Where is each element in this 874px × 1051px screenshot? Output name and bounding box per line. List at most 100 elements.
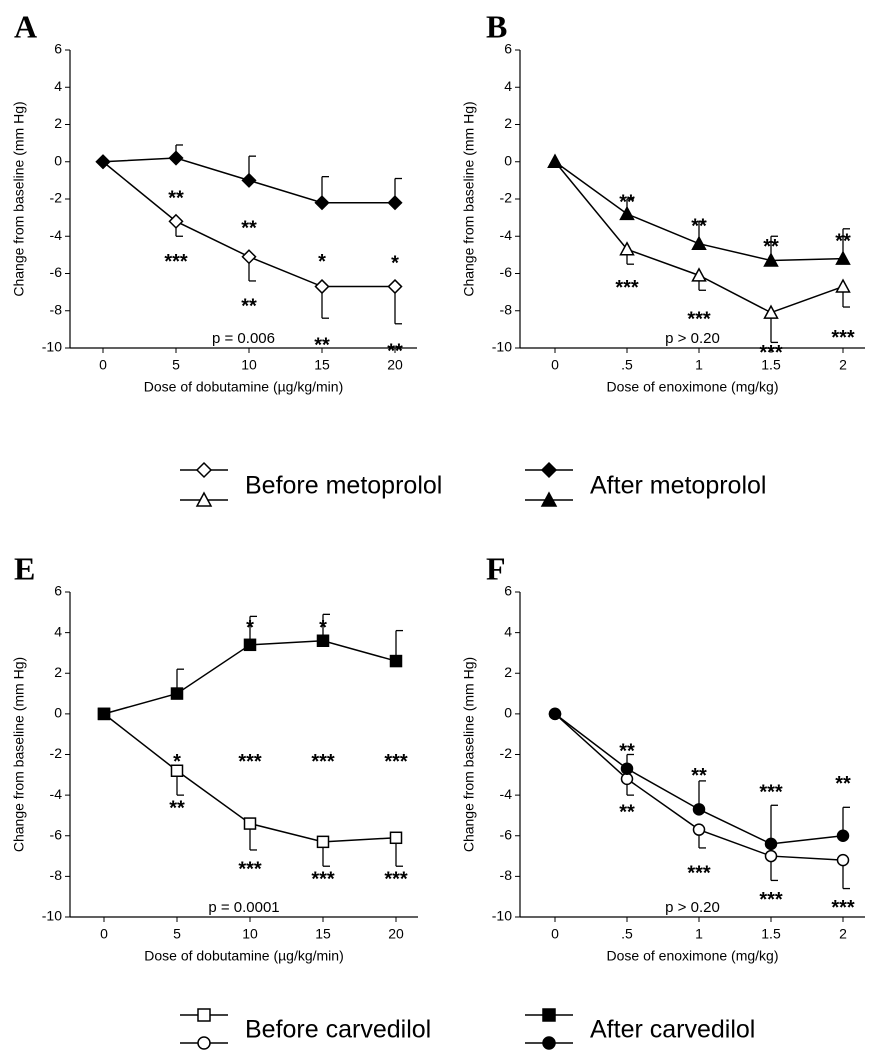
significance: ***: [238, 751, 262, 773]
x-axis-label: Dose of dobutamine (µg/kg/min): [144, 379, 344, 395]
marker: [540, 461, 558, 479]
marker: [691, 267, 707, 282]
y-tick-label: 6: [504, 41, 512, 57]
marker: [691, 235, 707, 250]
significance: ***: [687, 309, 711, 331]
y-tick-label: -6: [50, 826, 63, 842]
marker: [542, 1036, 556, 1050]
significance: ***: [384, 751, 408, 773]
marker: [241, 172, 257, 188]
marker: [95, 154, 111, 170]
y-tick-label: 4: [54, 623, 62, 639]
p-value: p > 0.20: [665, 330, 720, 347]
significance: ***: [687, 863, 711, 885]
y-tick-label: 6: [54, 41, 62, 57]
marker: [316, 634, 330, 647]
marker: [619, 241, 635, 256]
y-tick-label: -8: [50, 867, 63, 883]
marker: [540, 491, 558, 507]
y-tick-label: -4: [50, 227, 63, 243]
marker: [195, 461, 213, 479]
marker: [389, 654, 403, 668]
significance: **: [763, 236, 779, 258]
y-tick-label: -6: [50, 264, 63, 280]
significance: **: [387, 340, 403, 362]
panel-label: F: [486, 550, 506, 586]
legend-label: After metoprolol: [590, 472, 766, 500]
significance: ***: [238, 859, 262, 881]
y-tick-label: -8: [500, 301, 513, 317]
significance: ***: [759, 342, 783, 364]
significance: ***: [311, 751, 335, 773]
significance: **: [691, 765, 707, 787]
p-value: p > 0.20: [665, 899, 720, 916]
significance: *: [391, 253, 399, 275]
y-tick-label: 2: [54, 115, 62, 131]
y-tick-label: 0: [54, 705, 62, 721]
marker: [168, 213, 184, 229]
panel-label: B: [486, 8, 507, 44]
marker: [197, 1008, 211, 1022]
significance: **: [619, 741, 635, 763]
x-tick-label: 15: [314, 357, 330, 373]
marker: [170, 687, 184, 700]
y-tick-label: 0: [504, 705, 512, 721]
y-tick-label: 2: [54, 664, 62, 680]
marker: [168, 150, 184, 166]
x-tick-label: 1.5: [761, 926, 781, 942]
x-tick-label: 0: [99, 357, 107, 373]
marker: [389, 831, 403, 845]
x-tick-label: 20: [387, 357, 403, 373]
y-tick-label: -10: [492, 908, 512, 924]
significance: **: [691, 215, 707, 237]
legend-label: Before metoprolol: [245, 472, 442, 500]
marker: [763, 304, 779, 319]
y-tick-label: -6: [500, 826, 513, 842]
marker: [197, 1036, 211, 1050]
significance: ***: [164, 251, 188, 273]
panel: F6 4 2 0 -2 -4 -6 -8 -10 0 .5 1 1.5 2 Dose of enoximon…: [461, 550, 865, 964]
y-tick-label: -2: [500, 745, 513, 761]
legend-label: After carvedilol: [590, 1016, 755, 1044]
x-tick-label: 10: [241, 357, 257, 373]
marker: [620, 772, 634, 786]
y-tick-label: -10: [42, 339, 62, 355]
p-value: p = 0.0001: [208, 899, 279, 916]
x-axis-label: Dose of dobutamine (µg/kg/min): [144, 948, 344, 964]
y-tick-label: -6: [500, 264, 513, 280]
panel: B6 4 2 0 -2 -4 -6 -8 -10 0 .5 1 1.5 2 Dose of enoximon…: [461, 8, 865, 395]
marker: [835, 278, 851, 293]
marker: [243, 817, 257, 830]
y-tick-label: 2: [504, 115, 512, 131]
y-axis-label: Change from baseline (mm Hg): [11, 101, 27, 296]
significance: ***: [759, 889, 783, 911]
marker: [314, 278, 330, 295]
panel-label: A: [14, 8, 37, 44]
x-axis-label: Dose of enoximone (mg/kg): [607, 379, 779, 395]
x-tick-label: 0: [551, 357, 559, 373]
y-tick-label: -10: [492, 339, 512, 355]
significance: ***: [831, 897, 855, 919]
significance: **: [835, 230, 851, 252]
significance: **: [314, 335, 330, 357]
marker: [620, 762, 634, 775]
y-tick-label: -8: [50, 301, 63, 317]
marker: [316, 835, 330, 849]
marker: [387, 278, 403, 295]
series-line: [103, 639, 397, 715]
significance: *: [318, 251, 326, 273]
significance: *: [319, 617, 327, 639]
y-tick-label: -8: [500, 867, 513, 883]
marker: [170, 764, 184, 777]
significance: ***: [759, 781, 783, 803]
x-tick-label: 20: [388, 926, 404, 942]
x-tick-label: .5: [621, 926, 633, 942]
y-tick-label: -2: [50, 745, 63, 761]
y-tick-label: 4: [504, 623, 512, 639]
marker: [692, 823, 706, 836]
marker: [764, 837, 778, 851]
marker: [387, 195, 403, 211]
